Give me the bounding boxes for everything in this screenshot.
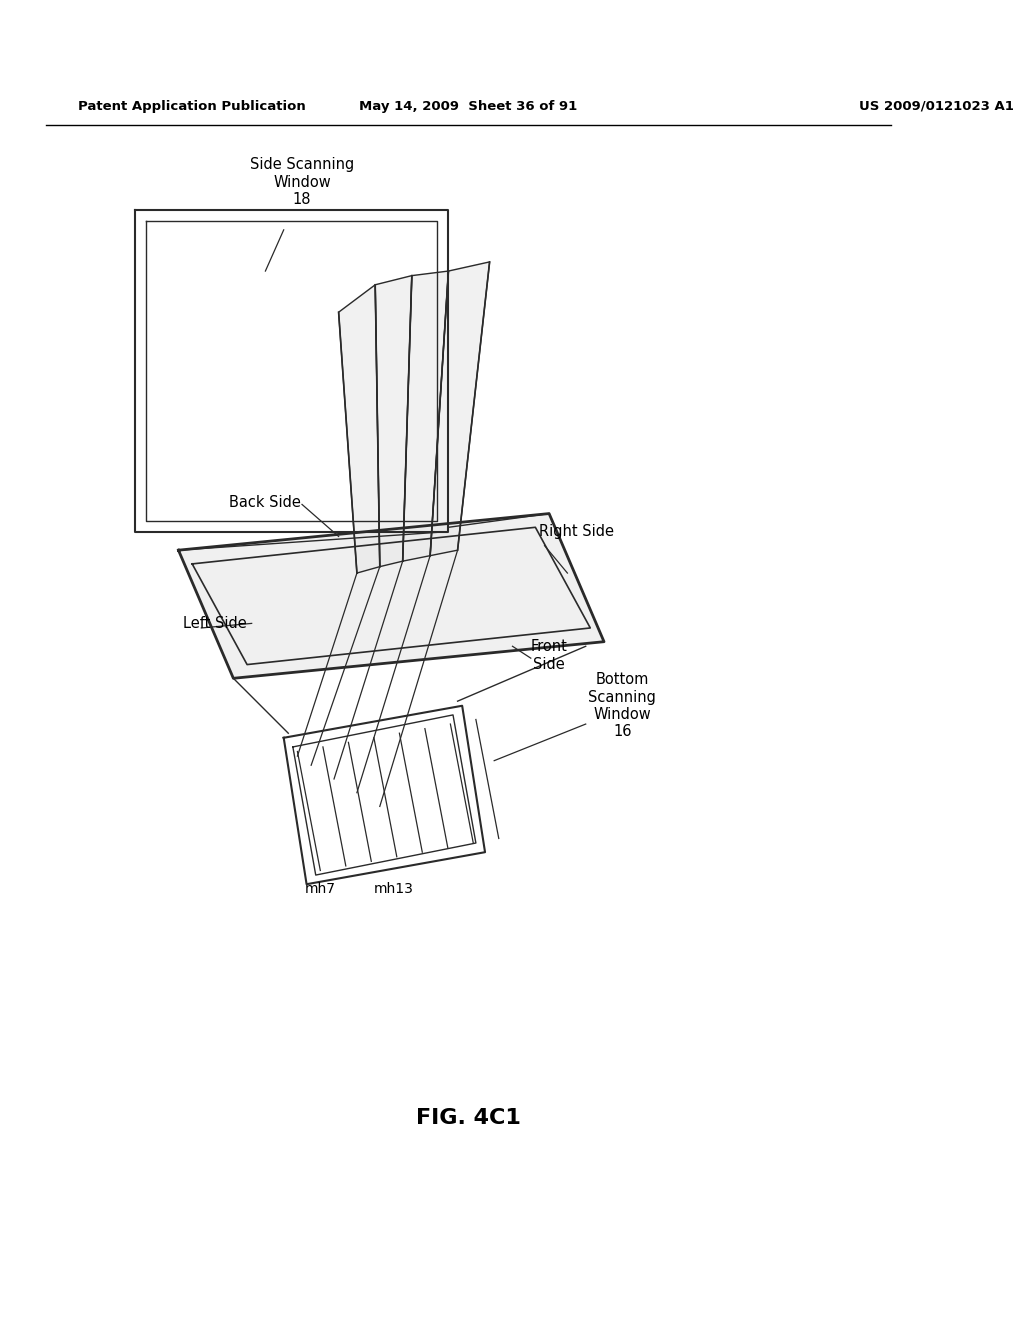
Polygon shape — [178, 513, 604, 678]
Text: US 2009/0121023 A1: US 2009/0121023 A1 — [859, 100, 1014, 112]
Polygon shape — [339, 285, 380, 573]
Polygon shape — [430, 261, 489, 556]
Text: Back Side: Back Side — [229, 495, 301, 510]
Text: Patent Application Publication: Patent Application Publication — [78, 100, 305, 112]
Text: mh13: mh13 — [374, 882, 414, 896]
Text: May 14, 2009  Sheet 36 of 91: May 14, 2009 Sheet 36 of 91 — [359, 100, 578, 112]
Text: Front
Side: Front Side — [530, 639, 567, 672]
Polygon shape — [284, 706, 485, 884]
Text: Left Side: Left Side — [183, 616, 247, 631]
Text: FIG. 4C1: FIG. 4C1 — [416, 1107, 521, 1127]
Text: Right Side: Right Side — [539, 524, 614, 540]
Text: Side Scanning
Window
18: Side Scanning Window 18 — [250, 157, 354, 207]
Polygon shape — [402, 271, 449, 561]
Polygon shape — [135, 210, 449, 532]
Text: mh7: mh7 — [305, 882, 336, 896]
Text: Bottom
Scanning
Window
16: Bottom Scanning Window 16 — [589, 672, 656, 739]
Polygon shape — [375, 276, 412, 566]
